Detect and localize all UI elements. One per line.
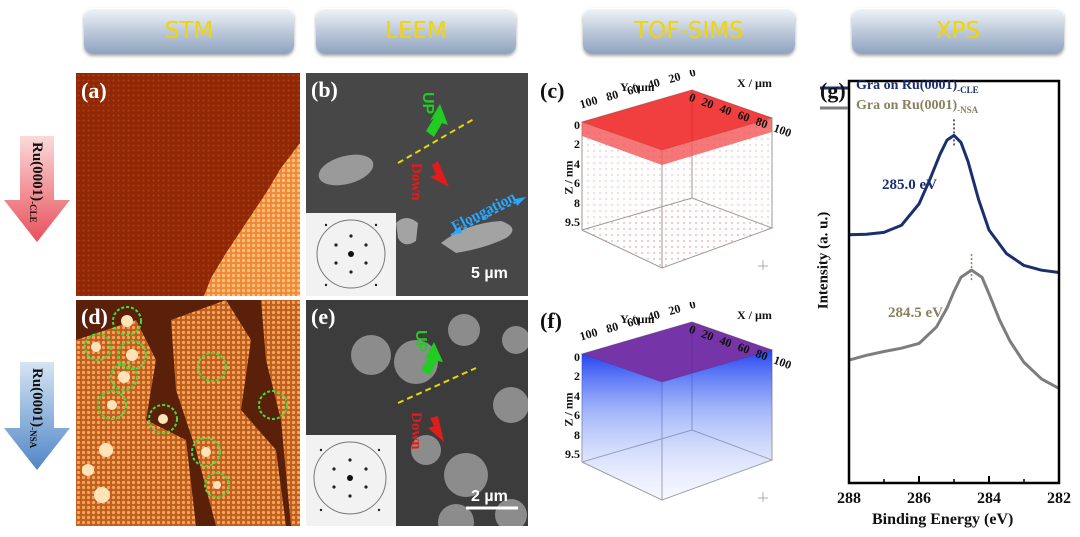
tof-c-x-axis-label: X / µm [737,76,772,90]
tick-label: 0 [574,350,580,364]
leem-b-down-label: Down [408,163,424,201]
row-nsa-label: Ru(0001)-NSA [28,368,45,449]
panel-label-d: (d) [81,304,108,329]
stm-image-cle: (a) [76,73,300,296]
x-axis-label: Binding Energy (eV) [872,511,1014,528]
tick-label: 6 [574,176,580,191]
panel-label-c: (c) [540,78,565,103]
panel-label-e: (e) [311,304,336,329]
panel-label-b: (b) [311,77,338,102]
tick-label: 80 [604,87,620,104]
tof-f-x-axis-label: X / µm [737,308,772,322]
tick-label: 40 [646,307,662,324]
leem-e-scale: 2 µm [471,488,508,505]
x-tick-label: 282 [1047,490,1071,507]
tick-label: 60 [625,81,641,98]
leem-islands-round [306,300,528,526]
series-line-nsa [848,268,1060,390]
tof-f-z-ticks: 0 2 4 6 8 9.5 [560,350,580,462]
x-tick-label: 286 [907,490,931,507]
down-arrow-red-icon [4,136,70,242]
legend-nsa-label: Gra on Ru(0001) [856,98,958,113]
panel-label-g: (g) [820,78,846,103]
legend-cle: Gra on Ru(0001)-CLE [856,78,979,95]
leem-e-up-label: UP [412,330,429,353]
tick-label: 8 [574,195,580,210]
tick-label: 8 [574,427,580,442]
tick-label: 0 [574,118,580,132]
peak-label-cle: 285.0 eV [882,177,937,193]
tick-label: 4 [574,388,580,403]
xps-chart: 288 286 284 282 [820,79,1071,507]
down-arrow-blue-icon [4,362,70,470]
tick-label: 60 [625,313,641,330]
tick-label: 9.5 [565,446,580,461]
series-line-cle [848,133,1060,275]
x-tick-label: 284 [977,490,1001,507]
leem-image-cle: (b) UP Down Elongation 5 µm [306,73,528,296]
tof-c-z-ticks: 0 2 4 6 8 9.5 [560,118,580,230]
tick-label: 40 [646,75,662,92]
leem-b-scale: 5 µm [471,265,508,282]
row-nsa-arrow: Ru(0001)-NSA [4,362,70,470]
legend-nsa-suffix: -NSA [957,104,979,115]
x-tick-label: 288 [837,490,861,507]
leem-e-down-label: Down [408,412,424,450]
leem-image-nsa: (e) UP Down 2 µm [306,300,528,526]
tick-label: 4 [574,156,580,171]
legend-cle-label: Gra on Ru(0001) [856,78,958,93]
xps-panel: 288 286 284 282 (g) Gra on Ru(0001)-CLE Gra… [812,66,1078,536]
header-stm: STM [84,8,294,54]
stm-defect-image [76,300,300,526]
tof-f-y-axis-label: Y / µm [620,312,655,326]
tof-c-y-axis-label: Y / µm [620,80,655,94]
legend-nsa: Gra on Ru(0001)-NSA [856,98,978,115]
stm-image-nsa: (d) [76,300,300,526]
peak-label-nsa: 284.5 eV [888,305,943,321]
tof-sims-3d-blue [580,321,774,502]
row-cle-label: Ru(0001)-CLE [28,142,45,223]
row-cle-arrow: Ru(0001)-CLE [4,136,70,242]
tick-label: 80 [604,319,620,336]
leem-islands-elongated [306,73,528,296]
panel-label-f: (f) [540,308,562,333]
y-axis-label: Intensity (a. u.) [815,211,832,310]
tick-label: 9.5 [565,214,580,229]
tof-sims-3d-red [580,89,774,270]
plot-frame [847,79,1061,485]
stm-terrace-image [76,73,300,296]
header-tof-sims: TOF-SIMS [583,8,795,54]
tick-label: 2 [574,137,580,152]
panel-label-a: (a) [81,78,107,103]
tick-label: 2 [574,369,580,384]
header-xps: XPS [852,8,1064,54]
header-leem: LEEM [316,8,516,54]
legend-cle-suffix: -CLE [957,84,979,95]
tick-label: 6 [574,408,580,423]
leem-b-up-label: UP [419,92,436,115]
